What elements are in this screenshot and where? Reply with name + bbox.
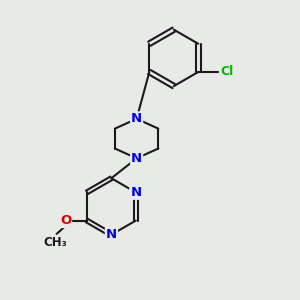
Text: N: N (131, 152, 142, 165)
Text: N: N (130, 186, 141, 199)
Text: N: N (106, 228, 117, 241)
Text: CH₃: CH₃ (43, 236, 67, 249)
Text: Cl: Cl (220, 65, 234, 79)
Text: N: N (131, 112, 142, 125)
Text: O: O (60, 214, 71, 227)
